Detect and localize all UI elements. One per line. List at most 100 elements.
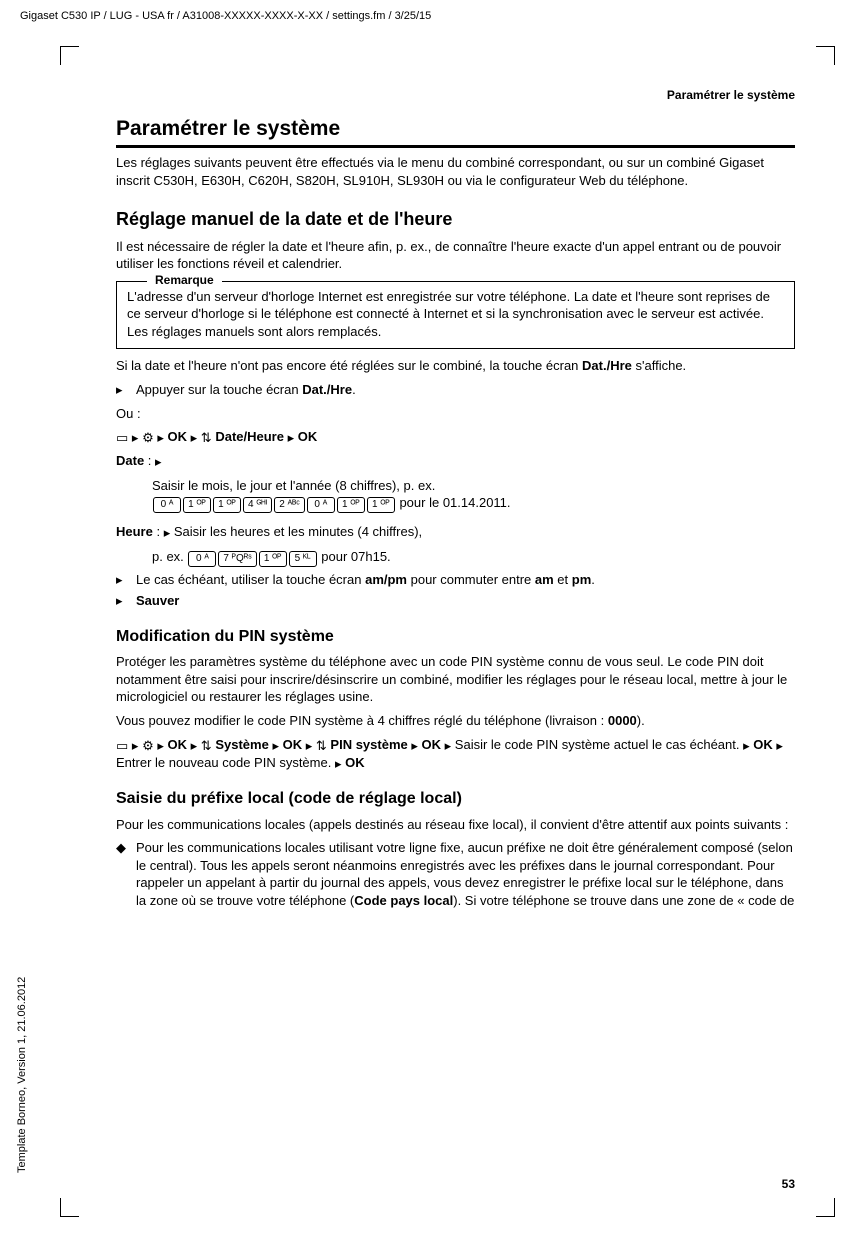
gear-icon: ⚙ [142, 430, 154, 445]
ok-label: OK [168, 429, 188, 444]
ok-label: OK [298, 429, 318, 444]
pin-label: PIN système [330, 737, 407, 752]
page-title: Paramétrer le système [116, 115, 795, 148]
triangle-icon: ▸ [164, 525, 171, 540]
triangle-icon: ▸ [157, 430, 164, 445]
sidebar-template-version: Template Borneo, Version 1, 21.06.2012 [16, 977, 28, 1173]
section2-nav: ▭ ▸ ⚙ ▸ OK ▸ ⇅ Système ▸ OK ▸ ⇅ PIN syst… [116, 736, 795, 773]
section3-intro: Pour les communications locales (appels … [116, 816, 795, 834]
nav-tail2: Entrer le nouveau code PIN système. [116, 755, 335, 770]
nav-line: ▭ ▸ ⚙ ▸ OK ▸ ⇅ Date/Heure ▸ OK [116, 428, 795, 446]
header-path: Gigaset C530 IP / LUG - USA fr / A31008-… [20, 10, 431, 22]
p2b: 0000 [608, 713, 637, 728]
step1-tail: . [352, 382, 356, 397]
after-remark-tail: s'affiche. [632, 358, 686, 373]
ok-label: OK [168, 737, 188, 752]
triangle-icon: ▸ [306, 737, 313, 752]
page-number: 53 [782, 1177, 795, 1191]
keypad-key: 4 ᴳᴴᴵ [243, 497, 272, 513]
section-prefix-title: Saisie du préfixe local (code de réglage… [116, 788, 795, 810]
nav-tail1: Saisir le code PIN système actuel le cas… [455, 737, 743, 752]
triangle-icon: ▸ [272, 737, 279, 752]
heure-pex: p. ex. [152, 549, 184, 564]
page-right-header: Paramétrer le système [667, 88, 795, 102]
ampm-g: . [591, 572, 595, 587]
right-key-icon: ▭ [116, 430, 128, 445]
keypad-key: 1 ᴼᴾ [367, 497, 395, 513]
step-ampm: ▸ Le cas échéant, utiliser la touche écr… [116, 571, 795, 589]
keypad-key: 2 ᴬᴮᶜ [274, 497, 305, 513]
date-colon: : [144, 453, 155, 468]
keypad-key: 1 ᴼᴾ [337, 497, 365, 513]
section2-p1: Protéger les paramètres système du télép… [116, 653, 795, 706]
date-line: Date : ▸ [116, 452, 795, 470]
section3-bullet: ◆ Pour les communications locales utilis… [116, 839, 795, 909]
step-press-dathre: ▸ Appuyer sur la touche écran Dat./Hre. [116, 381, 795, 399]
triangle-icon: ▸ [155, 454, 162, 469]
ou-label: Ou : [116, 405, 795, 423]
date-heure-label: Date/Heure [215, 429, 284, 444]
keypad-key: 7 ᴾQᴿˢ [218, 551, 256, 567]
ok-label: OK [422, 737, 442, 752]
date-body: Saisir le mois, le jour et l'année (8 ch… [116, 477, 795, 514]
step1-bold: Dat./Hre [302, 382, 352, 397]
section3-bullet-body: Pour les communications locales utilisan… [136, 839, 795, 909]
section1-intro: Il est nécessaire de régler la date et l… [116, 238, 795, 273]
triangle-icon: ▸ [116, 592, 136, 610]
triangle-icon: ▸ [116, 571, 136, 589]
ampm-f: pm [572, 572, 592, 587]
ampm-d: am [535, 572, 554, 587]
right-key-icon: ▭ [116, 737, 128, 752]
triangle-icon: ▸ [445, 737, 452, 752]
ampm-b: am/pm [365, 572, 407, 587]
gear-icon: ⚙ [142, 737, 154, 752]
triangle-icon: ▸ [411, 737, 418, 752]
keypad-key: 5 ᴷᴸ [289, 551, 317, 567]
systeme-label: Système [215, 737, 268, 752]
remark-body: L'adresse d'un serveur d'horloge Interne… [127, 289, 770, 339]
page-content: Paramétrer le système Les réglages suiva… [116, 115, 795, 914]
triangle-icon: ▸ [335, 756, 342, 771]
keypad-key: 1 ᴼᴾ [183, 497, 211, 513]
intro-paragraph: Les réglages suivants peuvent être effec… [116, 154, 795, 189]
diamond-icon: ◆ [116, 839, 136, 909]
updown-icon: ⇅ [201, 737, 212, 752]
triangle-icon: ▸ [157, 737, 164, 752]
date-body1: Saisir le mois, le jour et l'année (8 ch… [152, 478, 435, 493]
ok-label: OK [345, 755, 365, 770]
bullet-c: ). Si votre téléphone se trouve dans une… [453, 893, 794, 908]
heure-body2: pour 07h15. [321, 549, 390, 564]
step1-text: Appuyer sur la touche écran [136, 382, 302, 397]
after-remark-bold: Dat./Hre [582, 358, 632, 373]
keypad-key: 1 ᴼᴾ [259, 551, 287, 567]
triangle-icon: ▸ [191, 430, 198, 445]
remark-label: Remarque [147, 272, 222, 288]
p2a: Vous pouvez modifier le code PIN système… [116, 713, 608, 728]
keypad-key: 1 ᴼᴾ [213, 497, 241, 513]
after-remark: Si la date et l'heure n'ont pas encore é… [116, 357, 795, 375]
section-date-time-title: Réglage manuel de la date et de l'heure [116, 207, 795, 231]
ampm-e: et [554, 572, 572, 587]
updown-icon: ⇅ [316, 737, 327, 752]
sauver-label: Sauver [136, 592, 179, 610]
triangle-icon: ▸ [191, 737, 198, 752]
remark-box: Remarque L'adresse d'un serveur d'horlog… [116, 281, 795, 350]
bullet-b: Code pays local [354, 893, 453, 908]
ampm-c: pour commuter entre [407, 572, 535, 587]
heure-label: Heure [116, 524, 153, 539]
triangle-icon: ▸ [743, 737, 750, 752]
triangle-icon: ▸ [132, 737, 139, 752]
section2-p2: Vous pouvez modifier le code PIN système… [116, 712, 795, 730]
p2c: ). [637, 713, 645, 728]
date-label: Date [116, 453, 144, 468]
ampm-a: Le cas échéant, utiliser la touche écran [136, 572, 365, 587]
keypad-key: 0 ᴬ [307, 497, 335, 513]
after-remark-text: Si la date et l'heure n'ont pas encore é… [116, 358, 582, 373]
heure-body1: Saisir les heures et les minutes (4 chif… [174, 524, 422, 539]
heure-colon: : [153, 524, 164, 539]
step1-body: Appuyer sur la touche écran Dat./Hre. [136, 381, 356, 399]
section-pin-title: Modification du PIN système [116, 626, 795, 648]
ok-label: OK [753, 737, 773, 752]
step-ampm-body: Le cas échéant, utiliser la touche écran… [136, 571, 595, 589]
date-body2: pour le 01.14.2011. [399, 495, 510, 510]
